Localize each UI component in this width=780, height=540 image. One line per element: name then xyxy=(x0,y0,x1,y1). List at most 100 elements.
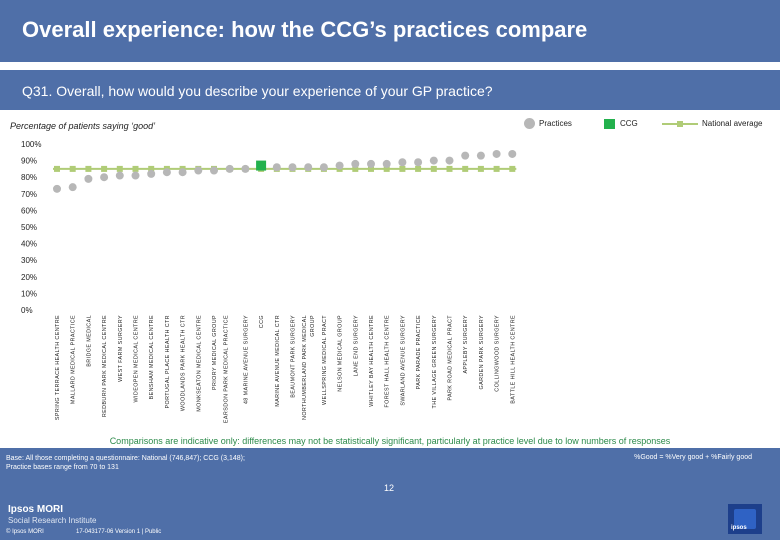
practice-point xyxy=(304,163,313,172)
brand-block: Ipsos MORI Social Research Institute xyxy=(8,504,97,525)
category-label: WEST FARM SURGERY xyxy=(118,315,124,382)
brand-name: Ipsos MORI xyxy=(8,504,64,515)
practice-point xyxy=(115,171,124,180)
national-average-marker xyxy=(352,165,359,172)
category-label: APPLEBY SURGERY xyxy=(463,315,469,374)
document-reference: 17-043177-06 Version 1 | Public xyxy=(76,529,162,535)
category-label: MONKSEATON MEDICAL CENTRE xyxy=(196,315,202,412)
page-title: Overall experience: how the CCG’s practi… xyxy=(22,17,588,42)
category-label: 48 MARINE AVENUE SURGERY xyxy=(243,315,249,404)
category-label: PORTUGAL PLACE HEALTH CTR xyxy=(165,315,171,408)
practice-point xyxy=(367,159,375,168)
national-average-marker xyxy=(399,165,406,172)
y-tick-label: 80% xyxy=(21,173,37,182)
category-label: PARK ROAD MEDICAL PRACT xyxy=(448,315,454,401)
category-label: EARSDON PARK MEDICAL PRACTICE xyxy=(224,315,230,423)
category-label: FOREST HALL HEALTH CENTRE xyxy=(385,315,391,408)
practice-point xyxy=(508,149,517,158)
category-label: BEAUMONT PARK SURGERY xyxy=(291,315,297,398)
category-label: BRIDGE MEDICAL xyxy=(86,315,92,367)
base-line-2: Practice bases range from 70 to 131 xyxy=(6,464,119,471)
practice-point xyxy=(351,159,360,168)
category-label: GARDEN PARK SURGERY xyxy=(479,315,485,390)
national-average-marker xyxy=(462,165,469,172)
practice-point xyxy=(225,164,234,173)
practice-point xyxy=(53,184,61,193)
category-label: BENSHAM MEDICAL CENTRE xyxy=(149,315,155,399)
practice-point xyxy=(131,171,140,180)
practice-point xyxy=(162,168,171,177)
practice-point xyxy=(429,156,438,165)
chart-legend: Practices CCG National average xyxy=(524,118,774,132)
practice-point xyxy=(210,166,218,175)
national-average-marker xyxy=(85,165,92,172)
practice-point xyxy=(476,151,485,160)
legend-practices-label: Practices xyxy=(539,119,572,128)
national-average-marker xyxy=(493,165,500,172)
national-average-marker xyxy=(69,165,76,172)
good-definition: %Good = %Very good + %Fairly good xyxy=(634,454,752,461)
legend-ccg-label: CCG xyxy=(620,119,638,128)
y-tick-label: 100% xyxy=(21,140,41,149)
ipsos-logo: ipsos xyxy=(728,504,762,534)
logo-wordmark: ipsos xyxy=(731,525,747,531)
category-label: WHITLEY BAY HEALTH CENTRE xyxy=(369,315,375,407)
y-tick-label: 60% xyxy=(21,206,37,215)
practice-point xyxy=(382,159,391,168)
national-average-marker xyxy=(368,165,374,172)
chart-subtitle: Percentage of patients saying ‘good’ xyxy=(10,121,156,131)
practice-point xyxy=(241,164,250,173)
y-tick-label: 0% xyxy=(21,306,33,315)
national-average-marker xyxy=(415,165,422,172)
y-tick-label: 50% xyxy=(21,223,37,232)
national-average-marker xyxy=(54,165,60,172)
base-note: Base: All those completing a questionnai… xyxy=(6,454,245,472)
category-label: SPRING TERRACE HEALTH CENTRE xyxy=(55,315,61,420)
legend-national-marker xyxy=(677,121,683,127)
practice-point xyxy=(492,149,501,158)
logo-mark xyxy=(734,509,756,529)
practice-point xyxy=(335,161,344,170)
category-label: NELSON MEDICAL GROUP xyxy=(338,315,344,392)
practice-point xyxy=(194,166,203,175)
category-label: BATTLE HILL HEALTH CENTRE xyxy=(510,315,516,404)
y-tick-label: 70% xyxy=(21,190,37,199)
legend-national-label: National average xyxy=(702,119,763,128)
y-tick-label: 20% xyxy=(21,273,37,282)
copyright: © Ipsos MORI xyxy=(6,529,44,535)
national-average-marker xyxy=(383,165,390,172)
y-tick-label: 30% xyxy=(21,256,37,265)
category-label: PRIORY MEDICAL GROUP xyxy=(212,315,218,390)
question-bar: Q31. Overall, how would you describe you… xyxy=(0,70,780,110)
national-average-marker xyxy=(477,165,484,172)
category-label: CCG xyxy=(259,315,265,328)
category-label: COLLINGWOOD SURGERY xyxy=(495,315,501,392)
category-label: THE VILLAGE GREEN SURGERY xyxy=(432,315,438,408)
practice-point xyxy=(414,158,423,167)
practice-point xyxy=(100,173,109,182)
practice-point xyxy=(288,163,297,172)
category-label: REDBURN PARK MEDICAL CENTRE xyxy=(102,315,108,417)
national-average-marker xyxy=(116,165,123,172)
national-average-marker xyxy=(446,165,453,172)
y-tick-label: 10% xyxy=(21,289,37,298)
category-label: PARK PARADE PRACTICE xyxy=(416,315,422,389)
footer-bar: Base: All those completing a questionnai… xyxy=(0,448,780,540)
category-label: WELLSPRING MEDICAL PRACT xyxy=(322,315,328,405)
national-average-marker xyxy=(101,165,108,172)
national-average-marker xyxy=(509,165,516,172)
practice-point xyxy=(398,158,407,167)
category-label: LANE END SURGERY xyxy=(353,315,359,376)
category-label: MALLARD MEDICAL PRACTICE xyxy=(71,315,77,404)
practice-point xyxy=(319,163,328,172)
practice-point xyxy=(178,168,187,177)
base-line-1: Base: All those completing a questionnai… xyxy=(6,455,245,462)
title-bar: Overall experience: how the CCG’s practi… xyxy=(0,0,780,62)
category-label: WIDEOPEN MEDICAL CENTRE xyxy=(134,315,140,402)
national-average-marker xyxy=(132,165,139,172)
y-tick-label: 90% xyxy=(21,157,37,166)
practice-point xyxy=(84,174,93,183)
practice-point xyxy=(272,163,281,172)
ccg-point xyxy=(256,160,267,171)
